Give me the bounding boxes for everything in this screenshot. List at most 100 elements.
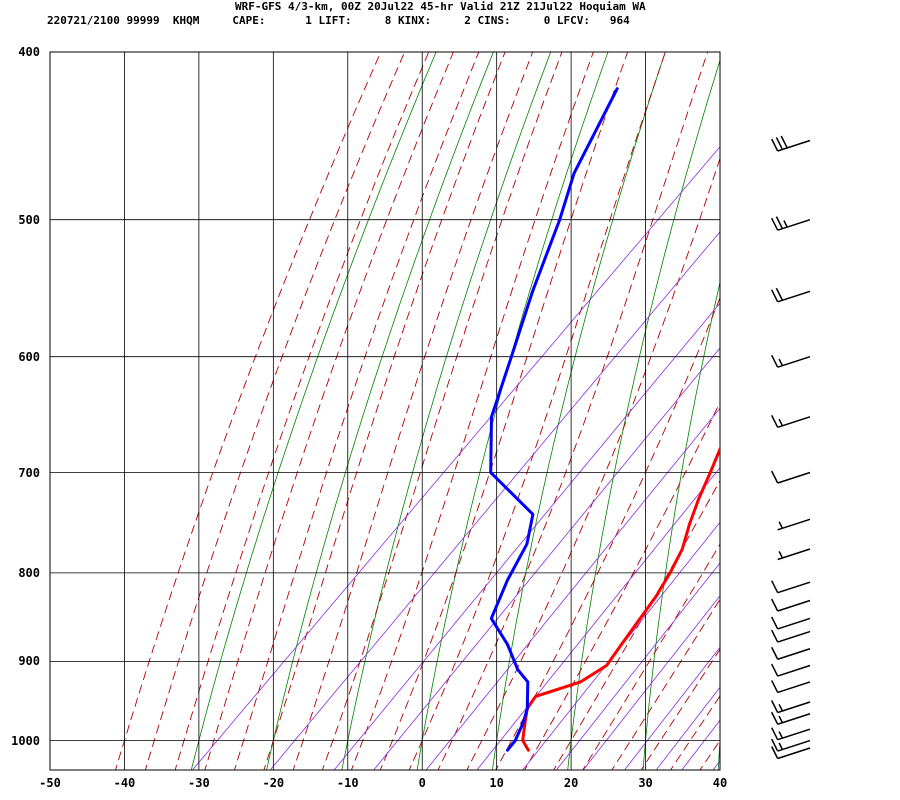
wind-barb-staff bbox=[777, 728, 811, 741]
moist-adiabat bbox=[379, 52, 629, 770]
mixing-ratio-line bbox=[555, 562, 720, 770]
temperature-tick-label: 0 bbox=[418, 776, 426, 790]
temperature-tick-label: -10 bbox=[336, 776, 359, 790]
moist-adiabat bbox=[727, 43, 900, 774]
mixing-ratio-line bbox=[476, 466, 720, 770]
mixing-ratio-line bbox=[373, 347, 720, 770]
sounding-profiles bbox=[489, 87, 720, 752]
wind-barb-feather bbox=[770, 711, 779, 725]
wind-barb-feather bbox=[770, 138, 779, 152]
moist-adiabat bbox=[115, 52, 382, 770]
wind-barb bbox=[777, 548, 811, 561]
moist-adiabat bbox=[466, 157, 720, 770]
wind-barb bbox=[770, 680, 811, 694]
wind-barb-feather bbox=[770, 680, 779, 693]
wind-barb-feather bbox=[783, 220, 788, 228]
wind-barb-feather bbox=[770, 354, 779, 368]
pressure-tick-label: 400 bbox=[18, 45, 40, 59]
chart-title: WRF-GFS 4/3-km, 00Z 20Jul22 45-hr Valid … bbox=[235, 0, 646, 13]
pressure-tick-label: 700 bbox=[18, 465, 40, 480]
mixing-ratio-line bbox=[522, 521, 720, 770]
wind-barb-staff bbox=[777, 581, 811, 594]
wind-barb-feather bbox=[778, 358, 784, 366]
moist-adiabat bbox=[640, 648, 720, 770]
wind-barb-feather bbox=[770, 289, 779, 303]
mixing-ratio-line bbox=[269, 231, 720, 770]
wind-barb-feather bbox=[778, 731, 784, 739]
wind-barb-feather bbox=[778, 521, 784, 529]
wind-barb bbox=[777, 518, 811, 531]
mixing-ratio-line bbox=[333, 302, 720, 770]
mixing-ratio-line bbox=[681, 719, 720, 770]
mixing-ratio-line bbox=[425, 407, 720, 770]
dry-adiabat bbox=[491, 52, 666, 770]
wind-barb-staff bbox=[777, 355, 811, 368]
wind-barb-staff bbox=[777, 681, 811, 694]
wind-barb bbox=[770, 616, 811, 630]
wind-barb bbox=[770, 629, 811, 643]
wind-barb bbox=[770, 287, 811, 303]
wind-barb bbox=[770, 663, 811, 677]
dry-adiabat bbox=[567, 58, 720, 770]
temperature-tick-label: 40 bbox=[712, 776, 728, 790]
temperature-profile bbox=[521, 445, 720, 752]
mixing-ratio-line bbox=[582, 595, 720, 770]
wind-barb-staff bbox=[777, 139, 811, 152]
station-indices-line: 220721/2100 99999 KHQM CAPE: 1 LIFT: 8 K… bbox=[47, 14, 630, 27]
wind-barb bbox=[770, 711, 811, 725]
moist-adiabat bbox=[524, 401, 720, 770]
pressure-tick-label: 900 bbox=[18, 654, 40, 669]
moist-adiabat bbox=[495, 296, 720, 770]
wind-barb bbox=[770, 746, 811, 760]
wind-barb bbox=[770, 470, 811, 484]
dry-adiabat bbox=[190, 52, 437, 770]
wind-barb-staff bbox=[777, 701, 811, 714]
moist-adiabat bbox=[204, 52, 454, 770]
moist-adiabat bbox=[144, 52, 406, 770]
wind-barb-feather bbox=[770, 663, 779, 677]
wind-barb-feather bbox=[770, 580, 779, 594]
wind-barb bbox=[770, 135, 811, 152]
wind-barb-feather bbox=[770, 414, 779, 428]
wind-barb-feather bbox=[775, 287, 784, 301]
moist-adiabat bbox=[699, 739, 720, 770]
moist-adiabat bbox=[263, 52, 506, 770]
wind-barb bbox=[770, 700, 811, 714]
moist-adiabat bbox=[321, 52, 563, 770]
wind-barb-feather bbox=[775, 137, 784, 150]
wind-barb-feather bbox=[770, 470, 779, 484]
plot-frame bbox=[49, 51, 721, 771]
wind-barb-staff bbox=[777, 518, 811, 531]
wind-barb-feather bbox=[770, 598, 779, 612]
wind-barb-feather bbox=[780, 135, 788, 149]
moist-adiabat bbox=[582, 543, 720, 770]
wind-barb-staff bbox=[777, 739, 811, 752]
wind-barb-staff bbox=[777, 630, 811, 643]
wind-barb bbox=[770, 216, 811, 231]
dry-adiabat bbox=[266, 52, 494, 770]
wind-barb bbox=[770, 354, 811, 368]
wind-barb-feather bbox=[770, 727, 779, 741]
mixing-ratio-line bbox=[623, 646, 720, 770]
wind-barb-feather bbox=[778, 551, 784, 559]
moist-adiabat bbox=[408, 52, 666, 770]
wind-barb-feather bbox=[770, 629, 779, 643]
grid bbox=[49, 51, 721, 771]
wind-barb-feather bbox=[778, 715, 784, 724]
moist-adiabat bbox=[174, 52, 430, 770]
wind-barb-staff bbox=[777, 664, 811, 677]
mixing-ratio-line bbox=[740, 43, 900, 774]
background-isolines bbox=[115, 43, 900, 774]
wind-barb-feather bbox=[770, 646, 779, 660]
wind-barb-feather bbox=[770, 738, 779, 752]
wind-barb-staff bbox=[777, 471, 811, 484]
mixing-ratio-line bbox=[712, 760, 720, 770]
wind-barb-staff bbox=[777, 617, 811, 630]
temperature-tick-label: -30 bbox=[188, 776, 210, 790]
wind-barb bbox=[770, 414, 811, 429]
wind-barb-feather bbox=[775, 216, 784, 229]
temperature-tick-label: 20 bbox=[563, 776, 579, 790]
pressure-tick-label: 800 bbox=[18, 565, 40, 580]
temperature-tick-label: 30 bbox=[638, 776, 653, 790]
